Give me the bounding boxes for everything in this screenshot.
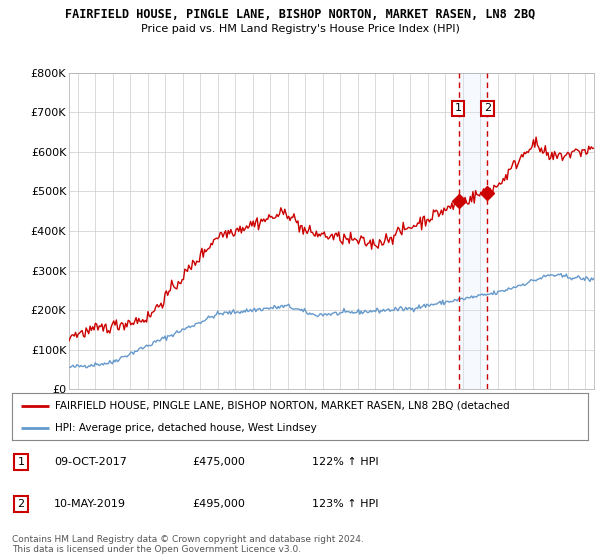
Text: FAIRFIELD HOUSE, PINGLE LANE, BISHOP NORTON, MARKET RASEN, LN8 2BQ (detached: FAIRFIELD HOUSE, PINGLE LANE, BISHOP NOR…: [55, 400, 510, 410]
Text: £495,000: £495,000: [192, 499, 245, 509]
Text: 2: 2: [17, 499, 25, 509]
Text: FAIRFIELD HOUSE, PINGLE LANE, BISHOP NORTON, MARKET RASEN, LN8 2BQ: FAIRFIELD HOUSE, PINGLE LANE, BISHOP NOR…: [65, 8, 535, 21]
Text: 123% ↑ HPI: 123% ↑ HPI: [312, 499, 379, 509]
Text: Price paid vs. HM Land Registry's House Price Index (HPI): Price paid vs. HM Land Registry's House …: [140, 24, 460, 34]
Bar: [459, 73, 487, 389]
Text: £475,000: £475,000: [192, 457, 245, 467]
Text: 2: 2: [484, 104, 491, 113]
Text: 1: 1: [455, 104, 461, 113]
Text: Contains HM Land Registry data © Crown copyright and database right 2024.
This d: Contains HM Land Registry data © Crown c…: [12, 535, 364, 554]
Text: 1: 1: [17, 457, 25, 467]
Text: 10-MAY-2019: 10-MAY-2019: [54, 499, 126, 509]
Text: 122% ↑ HPI: 122% ↑ HPI: [312, 457, 379, 467]
Text: HPI: Average price, detached house, West Lindsey: HPI: Average price, detached house, West…: [55, 423, 317, 433]
Text: 09-OCT-2017: 09-OCT-2017: [54, 457, 127, 467]
